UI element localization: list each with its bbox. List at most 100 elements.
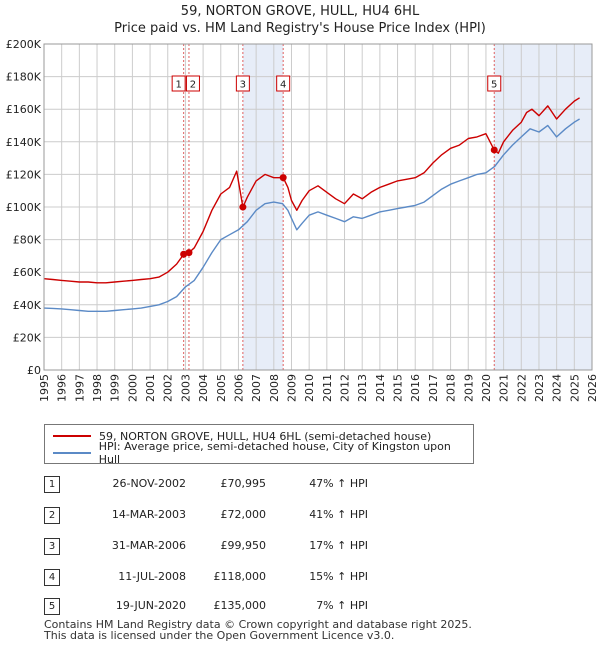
footer-copyright: Contains HM Land Registry data © Crown c… <box>44 618 472 631</box>
sale-point <box>239 203 247 211</box>
sale-label: 4 <box>276 75 291 92</box>
transaction-price: £72,000 <box>220 508 267 521</box>
x-tick-label: 1995 <box>38 374 51 402</box>
legend-label-property: 59, NORTON GROVE, HULL, HU4 6HL (semi-de… <box>99 429 432 443</box>
legend-swatch-hpi <box>53 452 91 454</box>
y-tick-label: £160K <box>6 103 42 116</box>
x-tick-label: 2012 <box>339 374 352 402</box>
x-tick-label: 2008 <box>268 374 281 402</box>
x-tick-label: 2014 <box>374 374 387 402</box>
legend-label-hpi: HPI: Average price, semi-detached house,… <box>98 440 451 466</box>
transaction-date: 14-MAR-2003 <box>111 508 186 521</box>
transaction-row: 1 26-NOV-2002 £70,995 47% ↑ HPI <box>0 475 600 495</box>
price-chart: 1 2 3 4 5 £0 £20K £40K £60K £80K £100K £120K £140K £1… <box>6 38 599 402</box>
x-tick-label: 2011 <box>321 374 334 402</box>
property-series-line <box>43 97 580 284</box>
x-tick-label: 2025 <box>568 374 581 402</box>
footer-license: This data is licensed under the Open Gov… <box>44 629 395 642</box>
transaction-price: £135,000 <box>213 599 267 612</box>
x-tick-label: 2003 <box>179 374 192 402</box>
x-tick-label: 2015 <box>392 374 405 402</box>
y-tick-label: £60K <box>13 266 42 279</box>
y-tick-label: £80K <box>13 234 42 247</box>
x-tick-label: 2019 <box>462 374 475 402</box>
x-tick-label: 1998 <box>91 374 104 402</box>
transaction-hpi-diff: 15% ↑ HPI <box>309 570 368 583</box>
transaction-number: 4 <box>44 569 60 586</box>
sale-label-text: 3 <box>240 80 246 91</box>
transaction-date: 31-MAR-2006 <box>111 539 186 552</box>
transaction-date: 11-JUL-2008 <box>118 570 186 583</box>
sale-point <box>180 250 188 258</box>
transaction-date: 19-JUN-2020 <box>115 599 186 612</box>
transaction-row: 4 11-JUL-2008 £118,000 15% ↑ HPI <box>0 568 600 588</box>
x-tick-label: 2007 <box>250 374 263 402</box>
transaction-row: 2 14-MAR-2003 £72,000 41% ↑ HPI <box>0 506 600 526</box>
transaction-date: 26-NOV-2002 <box>112 477 186 490</box>
sale-label-text: 1 <box>175 80 181 91</box>
x-tick-label: 2020 <box>480 374 493 402</box>
y-tick-label: £200K <box>6 38 42 51</box>
transaction-number: 3 <box>44 538 60 555</box>
x-tick-label: 2016 <box>409 374 422 402</box>
x-tick-label: 2022 <box>515 374 528 402</box>
transaction-hpi-diff: 7% ↑ HPI <box>316 599 368 612</box>
y-tick-label: £140K <box>6 136 42 149</box>
x-tick-label: 1999 <box>109 374 122 402</box>
x-tick-label: 2018 <box>445 374 458 402</box>
sale-label-box <box>487 75 502 92</box>
sale-label-box <box>171 75 186 92</box>
sale-label: 1 <box>171 75 186 92</box>
x-tick-label: 2002 <box>162 374 175 402</box>
chart-legend: 59, NORTON GROVE, HULL, HU4 6HL (semi-de… <box>44 424 474 466</box>
chart-title: 59, NORTON GROVE, HULL, HU4 6HL <box>180 4 420 19</box>
sale-label: 5 <box>487 75 502 92</box>
legend-swatch-property <box>53 435 91 437</box>
transaction-hpi-diff: 47% ↑ HPI <box>309 477 368 490</box>
transaction-price: £118,000 <box>213 570 267 583</box>
transaction-row: 3 31-MAR-2006 £99,950 17% ↑ HPI <box>0 537 600 557</box>
sale-label: 3 <box>235 75 250 92</box>
x-tick-label: 1997 <box>73 374 86 402</box>
transaction-hpi-diff: 17% ↑ HPI <box>309 539 368 552</box>
y-tick-label: £0 <box>27 364 41 377</box>
x-tick-label: 2013 <box>356 374 369 402</box>
x-tick-label: 2024 <box>551 374 564 402</box>
sale-label: 2 <box>185 75 200 92</box>
sale-point <box>490 146 498 154</box>
legend-item-hpi: HPI: Average price, semi-detached house,… <box>53 440 473 466</box>
x-tick-label: 2005 <box>215 374 228 402</box>
sale-point <box>185 249 193 257</box>
legend-item-property: 59, NORTON GROVE, HULL, HU4 6HL (semi-de… <box>53 428 431 444</box>
y-tick-label: £40K <box>13 299 42 312</box>
y-tick-label: £120K <box>6 168 42 181</box>
x-tick-label: 2017 <box>427 374 440 402</box>
transaction-row: 5 19-JUN-2020 £135,000 7% ↑ HPI <box>0 597 600 617</box>
plot-border <box>43 43 593 371</box>
y-tick-label: £20K <box>13 331 42 344</box>
sale-label-box <box>235 75 250 92</box>
hpi-series-line <box>43 118 580 312</box>
x-tick-label: 2000 <box>126 374 139 402</box>
transaction-hpi-diff: 41% ↑ HPI <box>309 508 368 521</box>
sale-label-text: 5 <box>491 80 497 91</box>
x-tick-label: 2023 <box>533 374 546 402</box>
transaction-number: 5 <box>44 598 60 615</box>
y-tick-label: £180K <box>6 71 42 84</box>
x-tick-label: 2026 <box>586 374 599 402</box>
y-tick-label: £100K <box>6 201 42 214</box>
sale-point <box>279 174 287 182</box>
sale-label-box <box>276 75 291 92</box>
x-tick-label: 2009 <box>285 374 298 402</box>
x-tick-label: 2006 <box>232 374 245 402</box>
footer-attribution: Contains HM Land Registry data © Crown c… <box>44 619 472 641</box>
sale-label-text: 4 <box>280 80 286 91</box>
x-tick-label: 2004 <box>197 374 210 402</box>
transaction-price: £70,995 <box>220 477 267 490</box>
x-tick-label: 2010 <box>303 374 316 402</box>
x-tick-label: 1996 <box>56 374 69 402</box>
transaction-number: 2 <box>44 507 60 524</box>
x-tick-label: 2001 <box>144 374 157 402</box>
x-tick-label: 2021 <box>498 374 511 402</box>
chart-subtitle: Price paid vs. HM Land Registry's House … <box>114 21 486 36</box>
